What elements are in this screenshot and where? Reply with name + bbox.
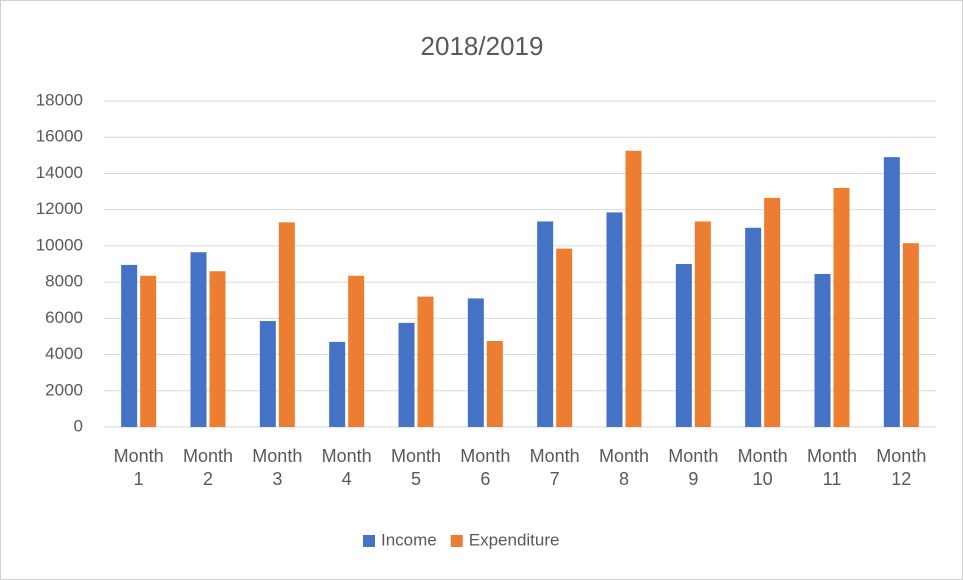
x-tick-label: Month 10 bbox=[737, 446, 788, 489]
x-tick-label: Month 6 bbox=[460, 446, 511, 489]
bar bbox=[833, 187, 850, 427]
x-tick-label: Month 8 bbox=[598, 446, 649, 489]
bar bbox=[694, 221, 711, 427]
bar bbox=[348, 275, 365, 427]
bar bbox=[190, 252, 207, 427]
bar bbox=[814, 273, 831, 427]
y-tick-label: 14000 bbox=[36, 163, 83, 182]
x-tick-label: Month 2 bbox=[182, 446, 233, 489]
bar bbox=[745, 227, 762, 427]
legend-swatch bbox=[363, 535, 375, 547]
bar bbox=[140, 275, 157, 427]
bar bbox=[398, 322, 415, 427]
bar bbox=[537, 221, 554, 427]
x-tick-label: Month 11 bbox=[806, 446, 857, 489]
x-tick-label: Month 7 bbox=[529, 446, 580, 489]
y-tick-label: 10000 bbox=[36, 235, 83, 254]
bar bbox=[625, 150, 642, 428]
x-tick-label: Month 3 bbox=[252, 446, 303, 489]
y-tick-label: 4000 bbox=[45, 344, 83, 363]
y-tick-label: 16000 bbox=[36, 127, 83, 146]
bar bbox=[467, 298, 484, 427]
bar bbox=[259, 321, 276, 427]
x-tick-label: Month 4 bbox=[321, 446, 372, 489]
x-tick-label: Month 1 bbox=[113, 446, 164, 489]
bar bbox=[883, 157, 900, 427]
x-tick-label: Month 9 bbox=[668, 446, 719, 489]
bar bbox=[675, 264, 692, 427]
bar bbox=[417, 296, 434, 427]
x-tick-label: Month 5 bbox=[390, 446, 441, 489]
legend-swatch bbox=[450, 535, 463, 547]
y-tick-label: 0 bbox=[74, 416, 83, 435]
y-tick-label: 6000 bbox=[45, 308, 83, 327]
bar bbox=[764, 197, 781, 427]
bar bbox=[486, 340, 503, 427]
bar bbox=[329, 341, 346, 427]
x-tick-label: Month 12 bbox=[876, 446, 927, 489]
legend-label: Expenditure bbox=[469, 530, 560, 549]
bar bbox=[902, 243, 919, 427]
y-tick-label: 12000 bbox=[36, 199, 83, 218]
y-tick-label: 8000 bbox=[45, 272, 83, 291]
bar bbox=[121, 264, 138, 427]
bar bbox=[209, 271, 226, 427]
bar bbox=[606, 212, 623, 427]
y-tick-label: 2000 bbox=[45, 380, 83, 399]
bar bbox=[278, 222, 295, 427]
legend-label: Income bbox=[381, 530, 437, 549]
chart-title: 2018/2019 bbox=[421, 31, 544, 61]
y-tick-label: 18000 bbox=[36, 90, 83, 109]
bar bbox=[556, 248, 573, 427]
